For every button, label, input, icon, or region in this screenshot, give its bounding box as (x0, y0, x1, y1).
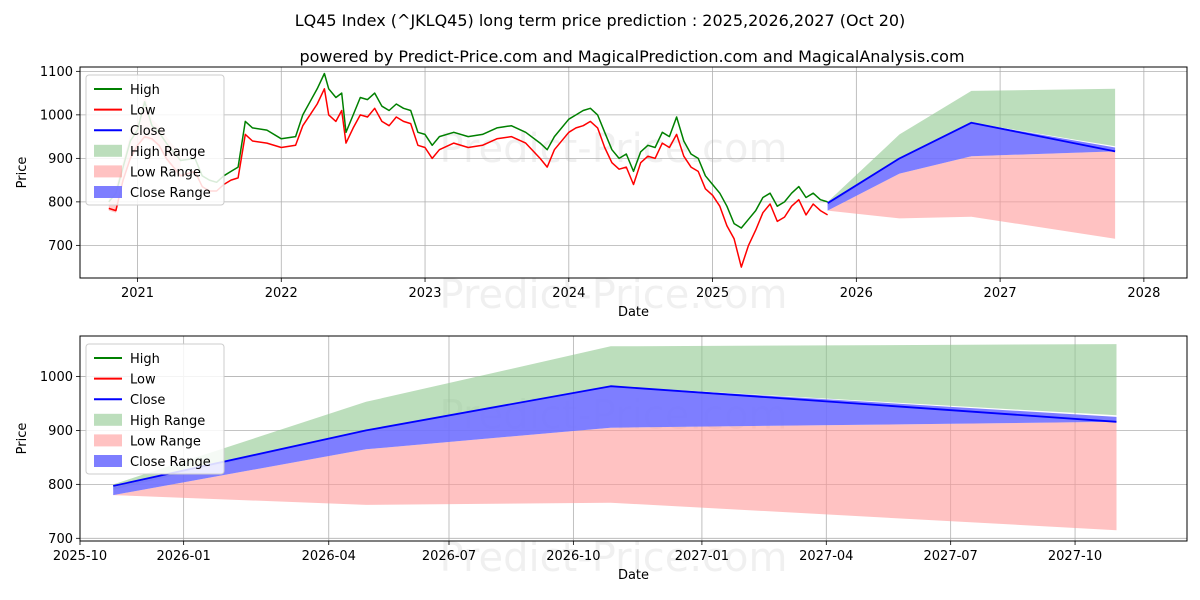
x-tick-label: 2022 (265, 286, 298, 301)
chart-title: LQ45 Index (^JKLQ45) long term price pre… (295, 11, 906, 30)
x-axis-label: Date (618, 305, 649, 320)
series-close-line (827, 121, 1116, 204)
legend-label: High (130, 352, 160, 367)
x-tick-label: 2025-10 (53, 549, 107, 564)
y-tick-label: 1000 (40, 370, 73, 385)
x-tick-label: 2026-01 (156, 549, 210, 564)
low-range-band (827, 151, 1116, 239)
x-tick-label: 2026-10 (546, 549, 600, 564)
x-tick-label: 2027 (984, 286, 1017, 301)
legend-patch-swatch (94, 165, 122, 178)
chart-subtitle: powered by Predict-Price.com and Magical… (299, 47, 964, 66)
legend-label: Close (130, 124, 165, 139)
plot-area (108, 72, 1116, 268)
x-tick-label: 2026 (840, 286, 873, 301)
y-tick-label: 800 (48, 195, 73, 210)
y-tick-label: 1000 (40, 108, 73, 123)
y-tick-label: 700 (48, 239, 73, 254)
x-tick-label: 2027-01 (675, 549, 729, 564)
series-high-line (108, 72, 828, 229)
legend-label: Close Range (130, 186, 211, 201)
legend-label: Low Range (130, 165, 201, 180)
series-close-line (113, 385, 1117, 487)
high-range-band (827, 88, 1116, 207)
legend-label: High (130, 83, 160, 98)
x-tick-label: 2025 (696, 286, 729, 301)
plot-area (113, 344, 1117, 531)
series-low-line (108, 88, 828, 268)
x-tick-label: 2027-04 (799, 549, 853, 564)
plot-frame (79, 335, 1188, 542)
y-tick-label: 1100 (40, 65, 73, 80)
close-range-band (113, 386, 1117, 496)
legend-patch-swatch (94, 434, 122, 447)
y-tick-label: 900 (48, 152, 73, 167)
x-tick-label: 2026-07 (422, 549, 476, 564)
legend-patch-swatch (94, 413, 122, 426)
x-tick-label: 2027-07 (924, 549, 978, 564)
y-axis-label: Price (15, 157, 30, 189)
watermark-text: Predict-Price.com (440, 272, 788, 318)
x-tick-label: 2021 (121, 286, 154, 301)
high-range-band (113, 344, 1117, 490)
x-axis-label: Date (618, 568, 649, 583)
close-range-band (827, 122, 1116, 211)
x-tick-label: 2023 (408, 286, 441, 301)
low-range-band (113, 421, 1117, 531)
y-tick-label: 900 (48, 424, 73, 439)
legend-label: Low Range (130, 434, 201, 449)
legend-label: Low (130, 104, 156, 119)
y-axis-label: Price (15, 423, 30, 455)
watermark-text: Predict-Price.com (440, 535, 788, 581)
legend-label: Close (130, 393, 165, 408)
x-tick-label: 2028 (1127, 286, 1160, 301)
legend-label: High Range (130, 414, 205, 429)
bottom-panel: Predict-Price.comPredict-Price.com2025-1… (15, 335, 1188, 583)
legend-patch-swatch (94, 186, 122, 198)
x-tick-label: 2026-04 (302, 549, 356, 564)
plot-frame (79, 66, 1188, 279)
y-tick-label: 800 (48, 478, 73, 493)
x-tick-label: 2024 (552, 286, 585, 301)
x-tick-label: 2027-10 (1048, 549, 1102, 564)
legend-label: Close Range (130, 455, 211, 470)
legend-label: High Range (130, 145, 205, 160)
y-tick-label: 700 (48, 532, 73, 547)
legend-label: Low (130, 373, 156, 388)
legend-patch-swatch (94, 144, 122, 157)
legend-patch-swatch (94, 455, 122, 467)
